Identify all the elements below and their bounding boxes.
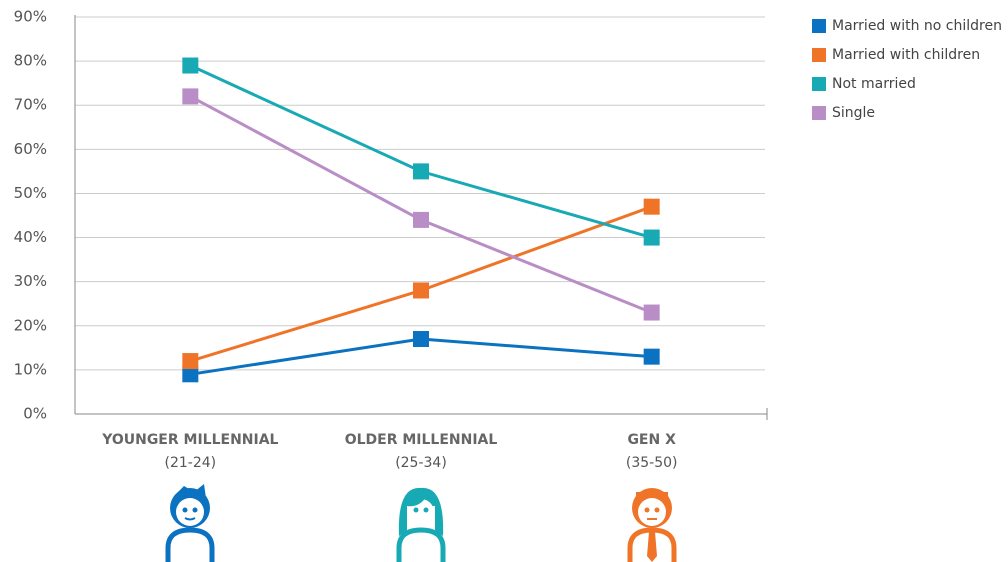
- y-tick-label: 40%: [14, 228, 47, 246]
- x-tick-sublabel: (21-24): [165, 455, 217, 471]
- data-point: [643, 304, 660, 321]
- y-tick-label: 20%: [14, 316, 47, 334]
- legend-swatch: [812, 19, 826, 33]
- legend-label: Married with no children: [832, 18, 1002, 34]
- icon-younger: [165, 484, 215, 562]
- data-point: [413, 211, 429, 228]
- data-point: [182, 57, 199, 74]
- y-tick-label: 30%: [14, 272, 47, 290]
- y-tick-label: 80%: [14, 52, 47, 70]
- legend-label: Single: [832, 105, 875, 121]
- y-tick-label: 90%: [14, 8, 47, 26]
- y-tick-label: 60%: [14, 140, 47, 158]
- x-tick-label: OLDER MILLENNIAL: [345, 432, 498, 448]
- icon-genx: [627, 488, 677, 562]
- x-tick-sublabel: (25-34): [395, 455, 447, 471]
- legend-swatch: [812, 77, 826, 91]
- data-point: [182, 88, 199, 105]
- series-line: [189, 95, 653, 314]
- data-point: [413, 282, 429, 299]
- icons: [165, 484, 677, 562]
- legend-label: Married with children: [832, 47, 980, 63]
- x-tick-label: GEN X: [627, 432, 676, 448]
- y-tick-label: 50%: [14, 184, 47, 202]
- series-line: [189, 64, 653, 239]
- data-point: [413, 331, 429, 348]
- x-tick-label: YOUNGER MILLENNIAL: [101, 432, 278, 448]
- legend-swatch: [812, 48, 826, 62]
- data-point: [182, 353, 199, 370]
- y-tick-label: 70%: [14, 96, 47, 114]
- legend-swatch: [812, 106, 826, 120]
- data-point: [643, 348, 660, 365]
- y-tick-label: 10%: [14, 360, 47, 378]
- data-point: [643, 229, 660, 246]
- legend-label: Not married: [832, 76, 916, 92]
- data-point: [182, 366, 199, 383]
- data-point: [413, 163, 429, 180]
- x-tick-sublabel: (35-50): [626, 455, 678, 471]
- icon-older: [396, 487, 446, 562]
- y-tick-label: 0%: [23, 405, 47, 423]
- data-point: [643, 198, 660, 215]
